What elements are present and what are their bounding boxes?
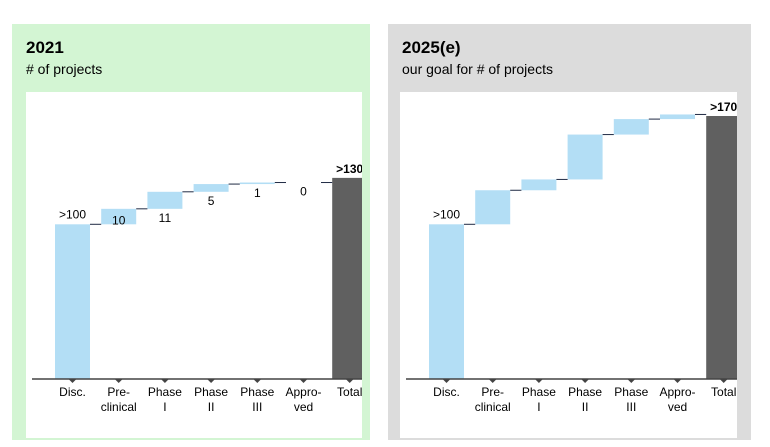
tick-marker [68, 379, 77, 383]
bar-phase-i [521, 179, 557, 191]
tick-label: Phase [194, 385, 228, 399]
tick-marker [114, 379, 123, 383]
tick-label: Total [337, 385, 362, 399]
bar-phase-ii [567, 134, 603, 180]
plot-area: Disc. Pre-clinical Phase I Phase II Phase III Ap… [26, 92, 362, 438]
tick-marker [719, 379, 728, 383]
tick-label: Disc. [433, 385, 460, 399]
data-label: >170 [710, 100, 737, 114]
data-label: 11 [159, 211, 172, 225]
bar-total [332, 177, 362, 379]
tick-label: Total [711, 385, 736, 399]
chart-subtitle: # of projects [26, 61, 103, 77]
bar-phase-iii [613, 119, 649, 135]
bar-disc- [55, 224, 90, 379]
tick-marker [488, 379, 497, 383]
tick-label: clinical [475, 400, 511, 414]
bar-total [706, 116, 737, 379]
tick-label: I [537, 400, 540, 414]
chart-subtitle: our goal for # of projects [402, 61, 553, 77]
tick-marker [627, 379, 636, 383]
tick-label: Pre- [107, 385, 130, 399]
data-label: >100 [59, 207, 86, 221]
tick-marker [534, 379, 543, 383]
tick-label: Appro- [285, 385, 321, 399]
tick-label: III [252, 400, 262, 414]
tick-label: II [582, 400, 589, 414]
tick-label: Phase [614, 385, 648, 399]
data-label: 10 [112, 213, 126, 227]
tick-marker [253, 379, 262, 383]
plot-area: Disc. Pre-clinical Phase I Phase II Phase III Ap… [400, 92, 737, 438]
data-label: 1 [254, 186, 261, 200]
chart-title: 2021 [26, 38, 64, 57]
bar-appro-ved [660, 114, 695, 120]
data-label: >100 [433, 207, 460, 221]
tick-label: Phase [240, 385, 274, 399]
tick-marker [207, 379, 216, 383]
tick-label: I [163, 400, 166, 414]
tick-label: Phase [522, 385, 556, 399]
data-label: 0 [300, 185, 307, 199]
waterfall-chart-2021: Disc. Pre-clinicalPhaseIPhaseIIPhaseIIIAp… [32, 162, 362, 414]
tick-marker [345, 379, 354, 383]
tick-label: Disc. [59, 385, 86, 399]
waterfall-chart-2025e: Disc. Pre-clinicalPhaseIPhaseIIPhaseIIIAp… [406, 100, 737, 414]
tick-label: II [208, 400, 215, 414]
tick-marker [673, 379, 682, 383]
data-label: 5 [208, 194, 215, 208]
tick-label: Pre- [481, 385, 504, 399]
tick-marker [299, 379, 308, 383]
tick-label: ved [294, 400, 313, 414]
tick-label: Phase [568, 385, 602, 399]
tick-marker [581, 379, 590, 383]
tick-marker [160, 379, 169, 383]
bar-pre-clinical [475, 190, 511, 225]
chart-panel-2025e: 2025(e) our goal for # of projects Disc.… [388, 24, 751, 440]
tick-label: III [626, 400, 636, 414]
chart-title: 2025(e) [402, 38, 461, 57]
tick-label: ved [668, 400, 687, 414]
bar-disc- [429, 224, 464, 379]
data-label: >130 [336, 162, 362, 176]
tick-label: Appro- [659, 385, 695, 399]
bar-phase-i [147, 191, 183, 209]
bar-phase-iii [239, 182, 275, 185]
chart-panel-2021: 2021 # of projects Disc. Pre-clinical Phas… [12, 24, 370, 440]
tick-marker [442, 379, 451, 383]
bar-pre-clinical [101, 208, 137, 225]
tick-label: Phase [148, 385, 182, 399]
bar-phase-ii [193, 184, 229, 192]
tick-label: clinical [101, 400, 137, 414]
